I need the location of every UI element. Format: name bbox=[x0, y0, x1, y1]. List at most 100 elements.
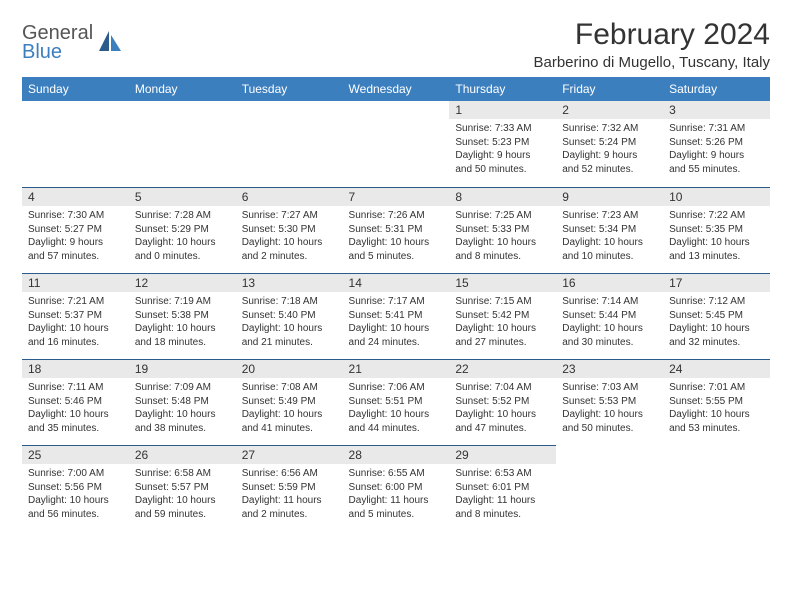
sunrise-text: Sunrise: 7:32 AM bbox=[562, 122, 657, 136]
day-number: 4 bbox=[22, 187, 129, 206]
day-number: 23 bbox=[556, 359, 663, 378]
sunrise-text: Sunrise: 6:56 AM bbox=[242, 467, 337, 481]
day-details: Sunrise: 7:18 AMSunset: 5:40 PMDaylight:… bbox=[236, 292, 343, 353]
day-details: Sunrise: 7:25 AMSunset: 5:33 PMDaylight:… bbox=[449, 206, 556, 267]
daylight-text-line2: and 10 minutes. bbox=[562, 250, 657, 264]
sunset-text: Sunset: 5:27 PM bbox=[28, 223, 123, 237]
sunrise-text: Sunrise: 7:06 AM bbox=[349, 381, 444, 395]
weekday-header: Saturday bbox=[663, 77, 770, 101]
day-details: Sunrise: 7:30 AMSunset: 5:27 PMDaylight:… bbox=[22, 206, 129, 267]
calendar-day-cell: 23Sunrise: 7:03 AMSunset: 5:53 PMDayligh… bbox=[556, 359, 663, 445]
weekday-header: Thursday bbox=[449, 77, 556, 101]
daylight-text-line2: and 41 minutes. bbox=[242, 422, 337, 436]
sunset-text: Sunset: 5:31 PM bbox=[349, 223, 444, 237]
sunset-text: Sunset: 5:30 PM bbox=[242, 223, 337, 237]
sunset-text: Sunset: 5:40 PM bbox=[242, 309, 337, 323]
day-details: Sunrise: 7:04 AMSunset: 5:52 PMDaylight:… bbox=[449, 378, 556, 439]
calendar-day-cell: 22Sunrise: 7:04 AMSunset: 5:52 PMDayligh… bbox=[449, 359, 556, 445]
sunrise-text: Sunrise: 7:19 AM bbox=[135, 295, 230, 309]
daylight-text-line1: Daylight: 10 hours bbox=[455, 236, 550, 250]
sunset-text: Sunset: 5:59 PM bbox=[242, 481, 337, 495]
day-details: Sunrise: 6:56 AMSunset: 5:59 PMDaylight:… bbox=[236, 464, 343, 525]
day-details: Sunrise: 7:21 AMSunset: 5:37 PMDaylight:… bbox=[22, 292, 129, 353]
daylight-text-line1: Daylight: 10 hours bbox=[669, 408, 764, 422]
day-number: 18 bbox=[22, 359, 129, 378]
daylight-text-line2: and 27 minutes. bbox=[455, 336, 550, 350]
daylight-text-line2: and 21 minutes. bbox=[242, 336, 337, 350]
daylight-text-line2: and 8 minutes. bbox=[455, 250, 550, 264]
sunrise-text: Sunrise: 7:26 AM bbox=[349, 209, 444, 223]
calendar-day-cell: 5Sunrise: 7:28 AMSunset: 5:29 PMDaylight… bbox=[129, 187, 236, 273]
calendar-day-cell: 25Sunrise: 7:00 AMSunset: 5:56 PMDayligh… bbox=[22, 445, 129, 531]
weekday-header: Monday bbox=[129, 77, 236, 101]
daylight-text-line2: and 32 minutes. bbox=[669, 336, 764, 350]
weekday-header: Tuesday bbox=[236, 77, 343, 101]
daylight-text-line2: and 0 minutes. bbox=[135, 250, 230, 264]
day-details: Sunrise: 7:26 AMSunset: 5:31 PMDaylight:… bbox=[343, 206, 450, 267]
daylight-text-line1: Daylight: 10 hours bbox=[349, 322, 444, 336]
daylight-text-line1: Daylight: 10 hours bbox=[349, 408, 444, 422]
daylight-text-line2: and 24 minutes. bbox=[349, 336, 444, 350]
day-details: Sunrise: 7:33 AMSunset: 5:23 PMDaylight:… bbox=[449, 119, 556, 180]
calendar-day-cell: 6Sunrise: 7:27 AMSunset: 5:30 PMDaylight… bbox=[236, 187, 343, 273]
sunset-text: Sunset: 5:49 PM bbox=[242, 395, 337, 409]
daylight-text-line1: Daylight: 10 hours bbox=[455, 322, 550, 336]
sunrise-text: Sunrise: 7:21 AM bbox=[28, 295, 123, 309]
day-details: Sunrise: 7:06 AMSunset: 5:51 PMDaylight:… bbox=[343, 378, 450, 439]
sunset-text: Sunset: 5:34 PM bbox=[562, 223, 657, 237]
day-details: Sunrise: 7:19 AMSunset: 5:38 PMDaylight:… bbox=[129, 292, 236, 353]
day-details: Sunrise: 7:22 AMSunset: 5:35 PMDaylight:… bbox=[663, 206, 770, 267]
calendar-day-cell bbox=[663, 445, 770, 531]
sunrise-text: Sunrise: 7:23 AM bbox=[562, 209, 657, 223]
daylight-text-line1: Daylight: 11 hours bbox=[242, 494, 337, 508]
day-number: 16 bbox=[556, 273, 663, 292]
sunset-text: Sunset: 5:41 PM bbox=[349, 309, 444, 323]
brand-text: General Blue bbox=[22, 24, 93, 62]
sunrise-text: Sunrise: 7:18 AM bbox=[242, 295, 337, 309]
daylight-text-line1: Daylight: 9 hours bbox=[669, 149, 764, 163]
sunrise-text: Sunrise: 6:58 AM bbox=[135, 467, 230, 481]
sunset-text: Sunset: 5:42 PM bbox=[455, 309, 550, 323]
day-details: Sunrise: 6:58 AMSunset: 5:57 PMDaylight:… bbox=[129, 464, 236, 525]
sunrise-text: Sunrise: 7:27 AM bbox=[242, 209, 337, 223]
sunrise-text: Sunrise: 7:01 AM bbox=[669, 381, 764, 395]
sunrise-text: Sunrise: 7:17 AM bbox=[349, 295, 444, 309]
daylight-text-line2: and 5 minutes. bbox=[349, 250, 444, 264]
daylight-text-line1: Daylight: 10 hours bbox=[455, 408, 550, 422]
daylight-text-line2: and 38 minutes. bbox=[135, 422, 230, 436]
calendar-week-row: 18Sunrise: 7:11 AMSunset: 5:46 PMDayligh… bbox=[22, 359, 770, 445]
day-number: 25 bbox=[22, 445, 129, 464]
sunset-text: Sunset: 5:56 PM bbox=[28, 481, 123, 495]
daylight-text-line1: Daylight: 9 hours bbox=[28, 236, 123, 250]
sunset-text: Sunset: 5:45 PM bbox=[669, 309, 764, 323]
day-number: 7 bbox=[343, 187, 450, 206]
calendar-day-cell: 11Sunrise: 7:21 AMSunset: 5:37 PMDayligh… bbox=[22, 273, 129, 359]
sunrise-text: Sunrise: 7:03 AM bbox=[562, 381, 657, 395]
calendar-day-cell: 7Sunrise: 7:26 AMSunset: 5:31 PMDaylight… bbox=[343, 187, 450, 273]
day-number: 21 bbox=[343, 359, 450, 378]
sail-icon bbox=[97, 29, 123, 53]
sunrise-text: Sunrise: 7:12 AM bbox=[669, 295, 764, 309]
calendar-day-cell: 18Sunrise: 7:11 AMSunset: 5:46 PMDayligh… bbox=[22, 359, 129, 445]
calendar-day-cell: 10Sunrise: 7:22 AMSunset: 5:35 PMDayligh… bbox=[663, 187, 770, 273]
title-block: February 2024 Barberino di Mugello, Tusc… bbox=[533, 18, 770, 71]
calendar-day-cell: 15Sunrise: 7:15 AMSunset: 5:42 PMDayligh… bbox=[449, 273, 556, 359]
day-number: 24 bbox=[663, 359, 770, 378]
sunrise-text: Sunrise: 7:25 AM bbox=[455, 209, 550, 223]
day-number: 26 bbox=[129, 445, 236, 464]
sunrise-text: Sunrise: 7:09 AM bbox=[135, 381, 230, 395]
sunset-text: Sunset: 5:26 PM bbox=[669, 136, 764, 150]
sunset-text: Sunset: 5:52 PM bbox=[455, 395, 550, 409]
sunrise-text: Sunrise: 7:33 AM bbox=[455, 122, 550, 136]
calendar-day-cell: 3Sunrise: 7:31 AMSunset: 5:26 PMDaylight… bbox=[663, 101, 770, 187]
day-number: 8 bbox=[449, 187, 556, 206]
sunrise-text: Sunrise: 7:08 AM bbox=[242, 381, 337, 395]
day-number: 5 bbox=[129, 187, 236, 206]
daylight-text-line1: Daylight: 10 hours bbox=[562, 408, 657, 422]
daylight-text-line2: and 53 minutes. bbox=[669, 422, 764, 436]
daylight-text-line2: and 52 minutes. bbox=[562, 163, 657, 177]
calendar-body: 1Sunrise: 7:33 AMSunset: 5:23 PMDaylight… bbox=[22, 101, 770, 531]
sunset-text: Sunset: 5:44 PM bbox=[562, 309, 657, 323]
daylight-text-line2: and 50 minutes. bbox=[562, 422, 657, 436]
daylight-text-line2: and 47 minutes. bbox=[455, 422, 550, 436]
